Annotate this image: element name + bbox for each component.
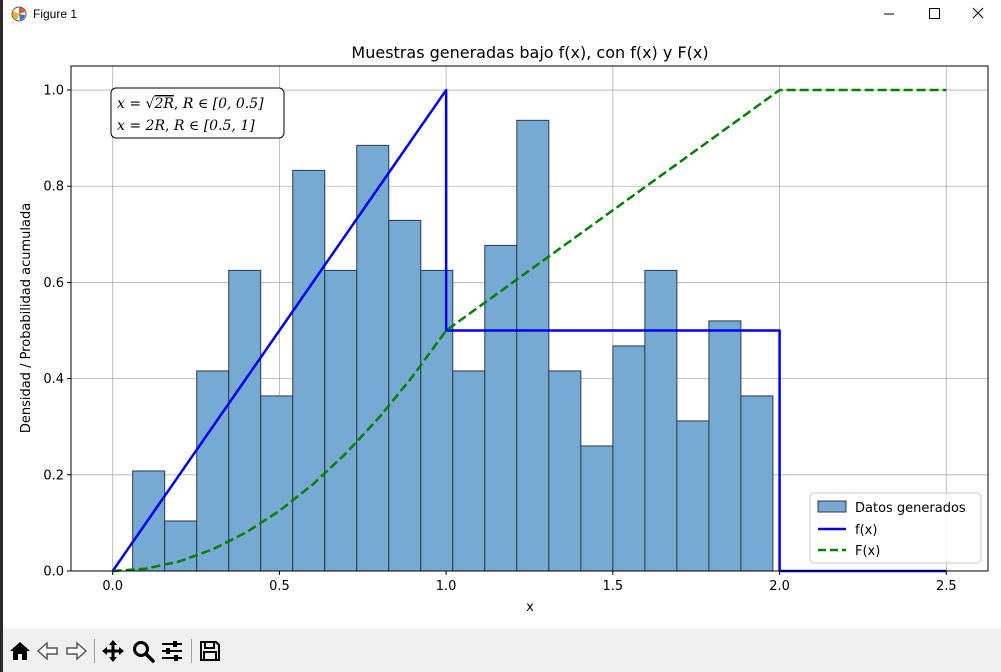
x-tick-label: 2.5 xyxy=(936,579,957,594)
svg-text:x = 2R, R ∈ [0.5, 1]: x = 2R, R ∈ [0.5, 1] xyxy=(117,118,255,134)
formula-line1-rhs: 2R xyxy=(153,96,174,112)
zoom-button[interactable] xyxy=(129,637,157,665)
histogram-bar xyxy=(740,395,774,572)
toolbar-separator xyxy=(94,639,95,663)
formula-line1-lhs: x xyxy=(117,96,125,112)
y-tick-label: 0.2 xyxy=(43,468,64,483)
maximize-button[interactable] xyxy=(911,0,957,28)
x-tick-label: 1.5 xyxy=(603,579,624,594)
configure-subplots-button[interactable] xyxy=(158,637,186,665)
floppy-disk-icon xyxy=(200,641,220,661)
histogram-bar xyxy=(548,370,582,572)
back-button[interactable] xyxy=(34,637,62,665)
minimize-icon xyxy=(884,13,894,15)
home-button[interactable] xyxy=(6,637,34,665)
histogram-bar xyxy=(484,244,518,572)
matplotlib-logo-icon xyxy=(11,6,27,22)
x-axis-label: x xyxy=(526,600,534,615)
close-button[interactable] xyxy=(955,0,1001,28)
toolbar-separator xyxy=(191,639,192,663)
close-icon xyxy=(972,7,984,19)
histogram-bar xyxy=(644,269,678,572)
y-tick-label: 0.4 xyxy=(43,372,64,387)
home-icon xyxy=(10,642,30,660)
legend-swatch-histogram xyxy=(817,500,847,513)
histogram-bar xyxy=(516,119,550,572)
formula-line2-rhs: 2R xyxy=(145,118,166,134)
formula-line1-cond: R ∈ [0, 0.5] xyxy=(182,96,264,112)
series-line-cdf xyxy=(112,88,947,573)
histogram-bar xyxy=(452,370,486,572)
axis-ticks: 0.0 0.5 1.0 1.5 2.0 2.5 0.0 0.2 0.4 0.6 0.8 1.0 xyxy=(43,84,956,594)
x-tick-label: 0.5 xyxy=(269,579,290,594)
svg-text:x = √2R, R ∈ [0, 0.5]: x = √2R, R ∈ [0, 0.5] xyxy=(117,96,264,112)
x-tick-label: 2.0 xyxy=(769,579,790,594)
histogram-bar xyxy=(580,445,614,572)
forward-button[interactable] xyxy=(62,637,90,665)
arrow-right-icon xyxy=(66,641,88,661)
window-titlebar: Figure 1 xyxy=(3,0,1001,28)
legend-label-cdf: F(x) xyxy=(855,544,880,559)
window-edge xyxy=(0,0,3,672)
histogram-bar xyxy=(612,345,646,572)
histogram-bar xyxy=(260,395,294,572)
histogram-bar xyxy=(676,420,710,572)
histogram-bar xyxy=(420,269,454,572)
chart-title: Muestras generadas bajo f(x), con f(x) y… xyxy=(351,43,708,62)
histogram-bar xyxy=(196,370,230,572)
y-tick-label: 1.0 xyxy=(43,84,64,99)
histogram-bars xyxy=(132,119,774,572)
figure-canvas[interactable]: 0.0 0.5 1.0 1.5 2.0 2.5 0.0 0.2 0.4 0.6 0.8 1.0 Mue… xyxy=(3,28,1001,629)
sliders-icon xyxy=(162,641,182,661)
window-title: Figure 1 xyxy=(33,7,78,21)
pan-button[interactable] xyxy=(99,637,127,665)
minimize-button[interactable] xyxy=(866,0,912,28)
formula-line2-cond: R ∈ [0.5, 1] xyxy=(173,118,255,134)
formula-line2-lhs: x xyxy=(117,118,125,134)
magnifier-icon xyxy=(133,641,155,663)
maximize-icon xyxy=(929,8,940,19)
y-axis-label: Densidad / Probabilidad acumulada xyxy=(19,203,34,433)
histogram-bar xyxy=(356,144,390,572)
move-icon xyxy=(102,640,124,662)
y-tick-label: 0.0 xyxy=(43,565,64,580)
plot-frame xyxy=(70,65,989,572)
histogram-bar xyxy=(388,219,422,572)
x-tick-label: 0.0 xyxy=(102,579,123,594)
histogram-bar xyxy=(708,320,742,572)
legend: Datos generados f(x) F(x) xyxy=(809,492,982,564)
histogram-bar xyxy=(324,269,358,572)
navigation-toolbar xyxy=(3,629,1001,672)
histogram-bar xyxy=(228,269,262,572)
chart: 0.0 0.5 1.0 1.5 2.0 2.5 0.0 0.2 0.4 0.6 0.8 1.0 Mue… xyxy=(19,43,989,615)
formula-annotation: x = √2R, R ∈ [0, 0.5] x = 2R, R ∈ [0.5, … xyxy=(110,87,285,139)
y-tick-label: 0.8 xyxy=(43,180,64,195)
x-tick-label: 1.0 xyxy=(436,579,457,594)
y-tick-label: 0.6 xyxy=(43,276,64,291)
arrow-left-icon xyxy=(36,641,58,661)
legend-label-fx: f(x) xyxy=(855,523,877,538)
save-button[interactable] xyxy=(196,637,224,665)
legend-label-histogram: Datos generados xyxy=(855,501,966,516)
histogram-bar xyxy=(292,169,326,572)
